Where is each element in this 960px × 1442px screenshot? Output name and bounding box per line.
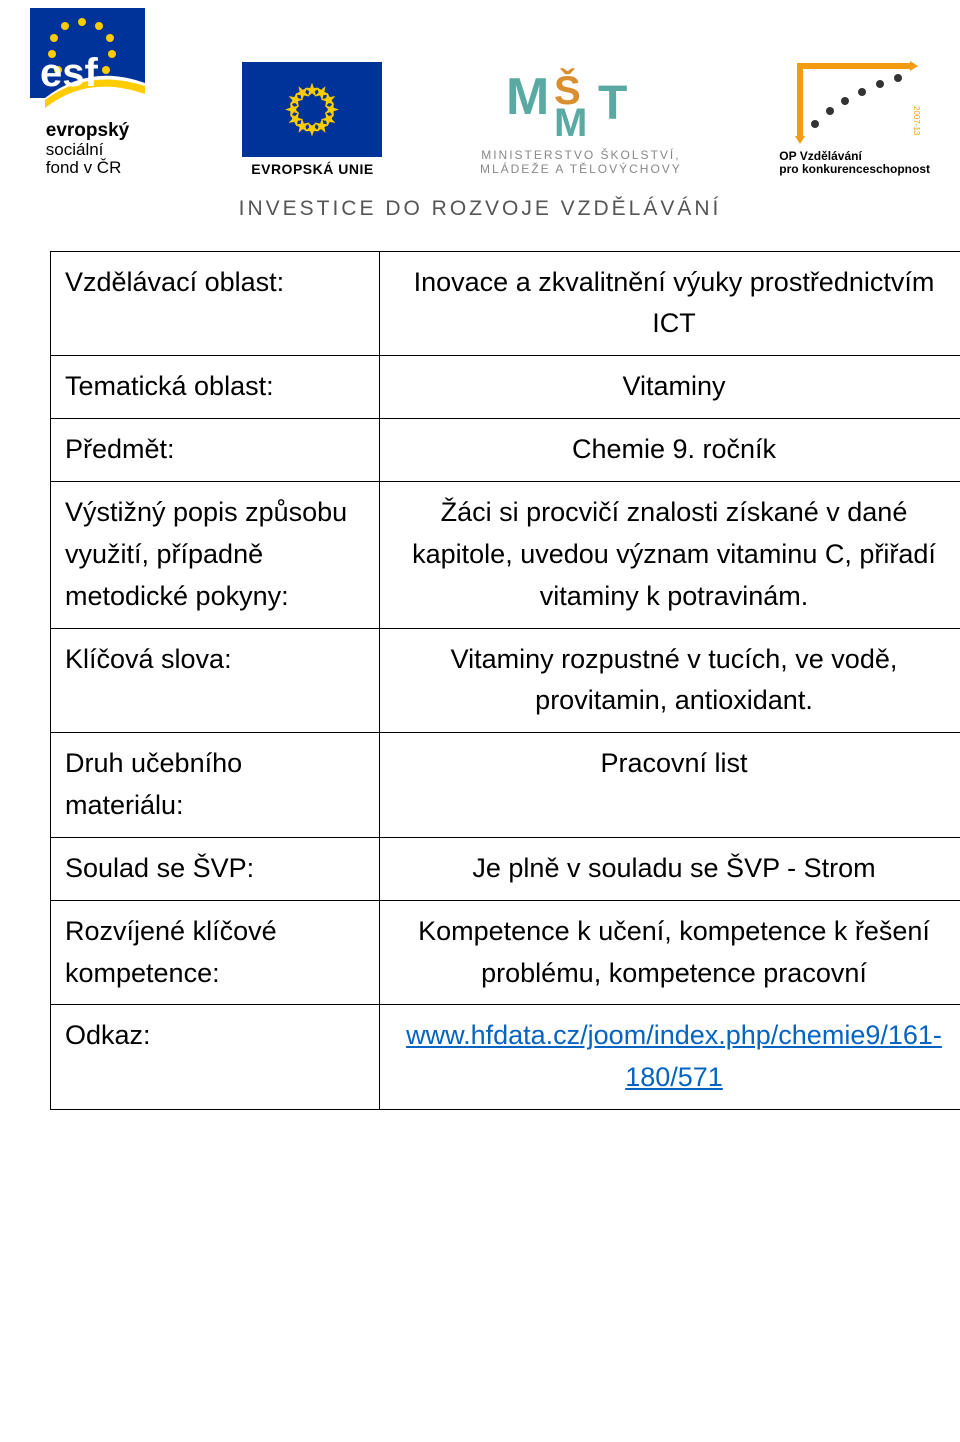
metadata-table: Vzdělávací oblast: Inovace a zkvalitnění… [50,251,960,1111]
cell-value: Inovace a zkvalitnění výuky prostřednict… [380,251,960,356]
cell-label: Rozvíjené klíčové kompetence: [51,900,380,1005]
cell-value: Kompetence k učení, kompetence k řešení … [380,900,960,1005]
svg-text:T: T [598,77,627,130]
esf-line3: fond v ČR [46,159,129,177]
msmt-icon: M Š M T [496,64,666,144]
svg-text:M: M [554,101,587,144]
cell-label: Tematická oblast: [51,356,380,419]
cell-label: Výstižný popis způsobu využití, případně… [51,482,380,629]
table-row: Druh učebního materiálu: Pracovní list [51,733,960,838]
cell-value: Chemie 9. ročník [380,419,960,482]
logo-esf: esf evropský sociální fond v ČR [30,8,145,177]
logo-op: 2007-13 OP Vzdělávání pro konkurencescho… [779,56,930,176]
logo-msmt: M Š M T MINISTERSTVO ŠKOLSTVÍ, MLÁDEŽE A… [480,64,682,177]
op-line2: pro konkurenceschopnost [779,163,930,176]
table-row: Předmět: Chemie 9. ročník [51,419,960,482]
cell-value: Vitaminy rozpustné v tucích, ve vodě, pr… [380,628,960,733]
document-page: esf evropský sociální fond v ČR [0,0,960,1150]
msmt-line1: MINISTERSTVO ŠKOLSTVÍ, [480,148,682,162]
cell-label: Soulad se ŠVP: [51,837,380,900]
svg-text:2007-13: 2007-13 [912,106,920,136]
cell-label: Vzdělávací oblast: [51,251,380,356]
investice-heading: INVESTICE DO ROZVOJE VZDĚLÁVÁNÍ [0,197,960,221]
msmt-text: MINISTERSTVO ŠKOLSTVÍ, MLÁDEŽE A TĚLOVÝC… [480,148,682,177]
svg-text:esf: esf [40,51,98,95]
table-row: Klíčová slova: Vitaminy rozpustné v tucí… [51,628,960,733]
cell-value: www.hfdata.cz/joom/index.php/chemie9/161… [380,1005,960,1110]
svg-text:M: M [506,68,549,126]
logo-row: esf evropský sociální fond v ČR [0,0,960,187]
table-row: Rozvíjené klíčové kompetence: Kompetence… [51,900,960,1005]
table-row: Odkaz: www.hfdata.cz/joom/index.php/chem… [51,1005,960,1110]
cell-label: Druh učebního materiálu: [51,733,380,838]
table-row: Soulad se ŠVP: Je plně v souladu se ŠVP … [51,837,960,900]
msmt-line2: MLÁDEŽE A TĚLOVÝCHOVY [480,162,682,176]
esf-line1: evropský [46,121,129,141]
table-row: Tematická oblast: Vitaminy [51,356,960,419]
cell-value: Pracovní list [380,733,960,838]
op-icon: 2007-13 [790,56,920,146]
esf-text: evropský sociální fond v ČR [46,121,129,177]
cell-value: Vitaminy [380,356,960,419]
cell-value: Je plně v souladu se ŠVP - Strom [380,837,960,900]
table-row: Vzdělávací oblast: Inovace a zkvalitnění… [51,251,960,356]
eu-label: EVROPSKÁ UNIE [251,161,373,177]
cell-label: Předmět: [51,419,380,482]
logo-eu: EVROPSKÁ UNIE [242,62,382,177]
cell-label: Odkaz: [51,1005,380,1110]
esf-flag-icon: esf [30,8,145,113]
table-row: Výstižný popis způsobu využití, případně… [51,482,960,629]
cell-label: Klíčová slova: [51,628,380,733]
cell-value: Žáci si procvičí znalosti získané v dané… [380,482,960,629]
esf-line2: sociální [46,141,129,159]
reference-link[interactable]: www.hfdata.cz/joom/index.php/chemie9/161… [406,1020,942,1092]
eu-flag-icon [242,62,382,157]
op-text: OP Vzdělávání pro konkurenceschopnost [779,150,930,176]
